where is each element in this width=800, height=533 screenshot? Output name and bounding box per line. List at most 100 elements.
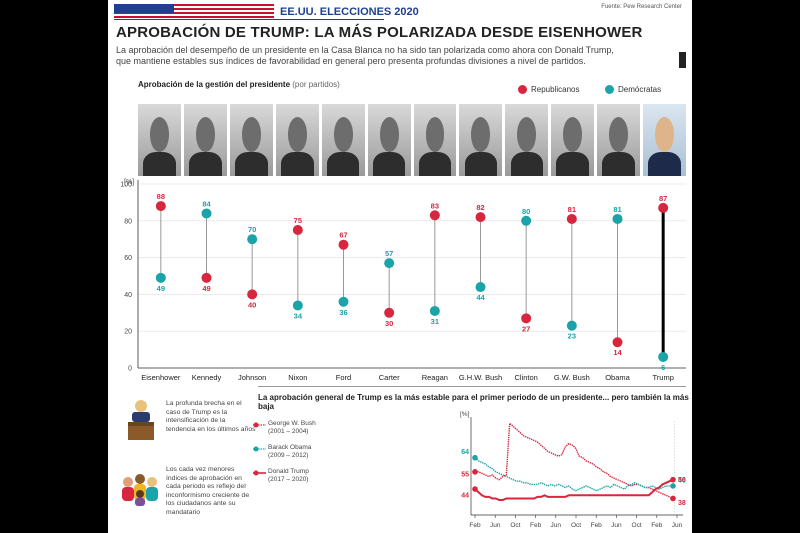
democrat-value-label: 6 <box>661 363 665 372</box>
portrait-clinton <box>505 104 549 176</box>
republican-value-label: 88 <box>157 192 165 201</box>
legend2-bush-period: (2001 – 2004) <box>268 428 309 435</box>
republican-value-label: 75 <box>294 216 302 225</box>
democrat-point <box>658 351 669 362</box>
democrat-value-label: 31 <box>431 317 439 326</box>
democrat-value-label: 23 <box>568 332 576 341</box>
portrait-nixon <box>275 104 319 176</box>
x-category-label: Reagan <box>422 373 448 382</box>
democrat-point <box>155 272 166 283</box>
chart2-x-tick-label: Feb <box>469 522 481 529</box>
series-start-point <box>472 486 478 492</box>
legend2-bush-symbol <box>253 422 266 428</box>
portrait-trump <box>643 104 687 176</box>
democrat-value-label: 57 <box>385 249 393 258</box>
deck-line-1: La aprobación del desempeño de un presid… <box>116 45 614 55</box>
republican-point <box>292 225 303 235</box>
legend-dot-teal <box>605 85 614 94</box>
republican-point <box>475 212 486 223</box>
portrait-ford <box>321 104 365 176</box>
title-part-2: LA MÁS POLARIZADA DESDE EISENHOWER <box>314 24 643 41</box>
democrat-point <box>201 208 212 219</box>
republican-point <box>384 307 395 318</box>
republican-value-label: 82 <box>476 203 484 212</box>
deck: La aprobación del desempeño de un presid… <box>116 45 676 67</box>
series-start-label: 44 <box>461 493 469 500</box>
chart2-x-tick-label: Oct <box>510 522 520 529</box>
y-tick-label: 20 <box>124 329 132 336</box>
approval-line-chart: [%] Feb Jun Oct Feb Jun Oct Feb Jun Oct Feb Jun 55 38… <box>460 411 686 529</box>
chart1-subtitle: (por partidos) <box>292 80 340 89</box>
republican-value-label: 27 <box>522 324 530 333</box>
legend-democrats: Demócratas <box>605 85 661 94</box>
republican-point <box>155 201 166 212</box>
democrat-point <box>338 296 349 307</box>
series-start-point <box>472 454 478 461</box>
series-line-donald-trump <box>474 478 674 501</box>
citizens-group-icon <box>122 474 158 506</box>
republican-value-label: 14 <box>613 348 622 357</box>
democrat-point <box>566 320 577 331</box>
series-line-george-w-bush <box>475 421 674 500</box>
democrat-value-label: 80 <box>522 207 530 216</box>
legend2-trump-period: (2017 – 2020) <box>268 476 309 483</box>
series-end-label: 50 <box>678 477 686 484</box>
x-category-label: Trump <box>652 373 673 382</box>
publisher-logo-icon <box>679 52 686 68</box>
republican-point <box>521 313 532 324</box>
y-tick-label: 100 <box>120 182 132 189</box>
republican-point <box>429 210 440 221</box>
y-tick-label: 60 <box>124 255 132 262</box>
democrat-value-label: 36 <box>339 308 347 317</box>
chart1-title: Aprobación de la gestión del presidente … <box>138 80 340 89</box>
series-end-label: 46 <box>678 477 686 484</box>
series-end-point <box>670 476 676 483</box>
democrat-point <box>612 213 623 224</box>
us-flag-icon <box>114 4 274 19</box>
chart2-x-tick-label: Feb <box>591 522 603 529</box>
republican-value-label: 67 <box>339 231 347 240</box>
democrat-point <box>292 300 303 311</box>
series-start-label: 64 <box>461 449 469 456</box>
x-category-label: Nixon <box>288 373 307 382</box>
series-end-point <box>670 483 676 489</box>
chart2-rule <box>258 386 686 387</box>
y-axis-unit: [%] <box>124 179 134 186</box>
democrat-point <box>429 305 440 316</box>
speaker-podium-icon <box>128 400 154 440</box>
series-start-label: 55 <box>461 471 469 478</box>
x-category-label: G.W. Bush <box>554 373 590 382</box>
y-tick-label: 40 <box>124 292 132 299</box>
portrait-johnson <box>229 104 273 176</box>
source-note: Fuente: Pew Research Center <box>601 4 682 10</box>
republican-value-label: 87 <box>659 194 667 203</box>
chart2-x-tick-label: Feb <box>530 522 542 529</box>
portrait-eisenhower <box>138 104 181 176</box>
y-tick-label: 0 <box>128 366 132 373</box>
democrat-value-label: 44 <box>476 293 485 302</box>
legend2-bush: George W. Bush (2001 – 2004) <box>253 420 316 436</box>
republican-value-label: 81 <box>568 205 576 214</box>
chart2-x-tick-label: Jun <box>672 522 683 529</box>
info-item-1: La profunda brecha en el caso de Trump e… <box>166 400 256 433</box>
republican-point <box>338 239 349 250</box>
chart1-title-main: Aprobación de la gestión del presidente <box>138 80 291 89</box>
chart2-x-tick-label: Oct <box>571 522 581 529</box>
kicker: EE.UU. ELECCIONES 2020 <box>280 6 419 18</box>
legend2-obama-period: (2009 – 2012) <box>268 452 309 459</box>
x-category-label: Eisenhower <box>141 373 181 382</box>
x-category-label: Kennedy <box>192 373 222 382</box>
democrat-point <box>521 215 532 226</box>
y-tick-label: 80 <box>124 218 132 225</box>
portrait-obama <box>597 104 641 176</box>
legend2-trump-name: Donald Trump <box>268 468 309 475</box>
republican-value-label: 40 <box>248 300 256 309</box>
republican-point <box>247 289 258 300</box>
chart2-title: La aprobación general de Trump es la más… <box>258 393 689 411</box>
legend2-trump-symbol <box>253 470 266 476</box>
series-end-point <box>670 495 676 502</box>
legend2-obama: Barack Obama (2009 – 2012) <box>253 444 311 460</box>
democrat-value-label: 70 <box>248 225 256 234</box>
series-end-label: 38 <box>678 500 686 507</box>
legend-republicans: Republicanos <box>518 85 579 94</box>
